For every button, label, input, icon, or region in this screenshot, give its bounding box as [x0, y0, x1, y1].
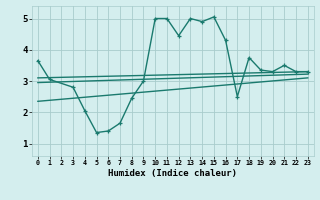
- X-axis label: Humidex (Indice chaleur): Humidex (Indice chaleur): [108, 169, 237, 178]
